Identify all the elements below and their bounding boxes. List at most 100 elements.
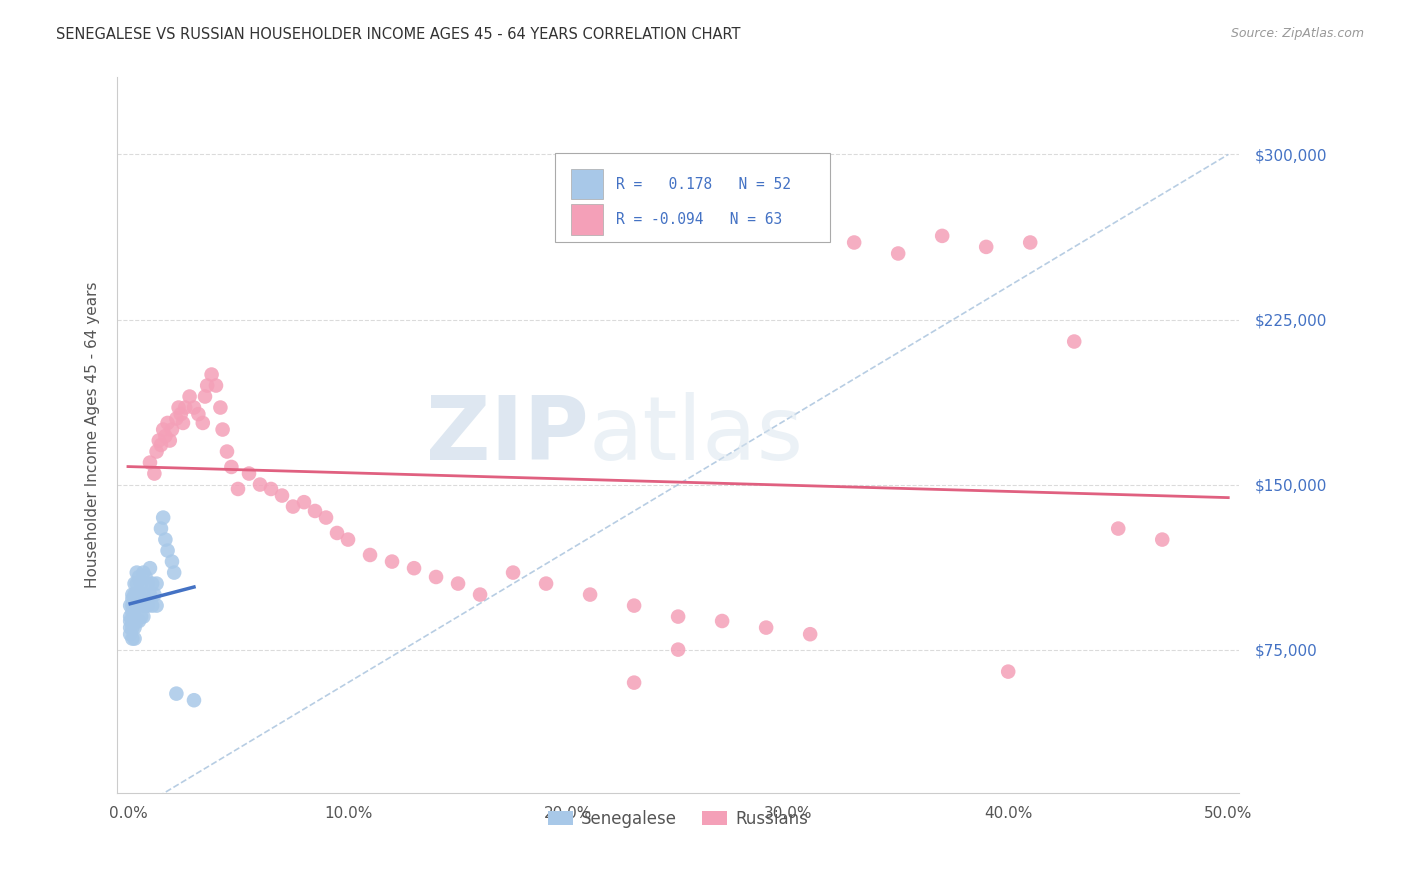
Point <box>205 378 228 392</box>
Point <box>666 642 689 657</box>
Point <box>152 423 174 437</box>
Point <box>337 533 360 547</box>
Point <box>124 621 146 635</box>
Point <box>170 407 193 421</box>
Point <box>128 588 150 602</box>
Point <box>425 570 447 584</box>
Point <box>292 495 315 509</box>
Point <box>121 599 143 613</box>
Point <box>194 390 217 404</box>
Point <box>120 599 142 613</box>
Point <box>155 429 177 443</box>
Point <box>887 246 910 260</box>
Point <box>209 401 232 415</box>
Point <box>183 693 205 707</box>
Point <box>191 416 214 430</box>
Point <box>844 235 866 250</box>
Text: Source: ZipAtlas.com: Source: ZipAtlas.com <box>1230 27 1364 40</box>
Point <box>165 687 187 701</box>
Point <box>145 599 167 613</box>
FancyBboxPatch shape <box>571 169 603 199</box>
Point <box>121 621 143 635</box>
Point <box>128 570 150 584</box>
Point <box>155 533 177 547</box>
Point <box>534 576 557 591</box>
Point <box>143 588 166 602</box>
Point <box>159 434 181 448</box>
Point <box>136 599 159 613</box>
Point <box>226 482 249 496</box>
Point <box>121 632 143 646</box>
Point <box>260 482 283 496</box>
Point <box>238 467 260 481</box>
Point <box>381 555 404 569</box>
Point <box>124 599 146 613</box>
Legend: Senegalese, Russians: Senegalese, Russians <box>541 803 815 834</box>
Point <box>124 576 146 591</box>
Point <box>121 592 143 607</box>
Point <box>128 614 150 628</box>
FancyBboxPatch shape <box>554 153 830 242</box>
Point <box>799 627 821 641</box>
Point <box>200 368 222 382</box>
Point <box>167 401 190 415</box>
Point <box>249 477 271 491</box>
Point <box>132 588 155 602</box>
Text: ZIP: ZIP <box>426 392 588 478</box>
Point <box>447 576 470 591</box>
Point <box>221 459 243 474</box>
Point <box>128 599 150 613</box>
Point <box>120 614 142 628</box>
Point <box>1107 522 1129 536</box>
Point <box>136 576 159 591</box>
Point <box>974 240 997 254</box>
Point <box>402 561 425 575</box>
Point <box>125 566 148 580</box>
FancyBboxPatch shape <box>571 204 603 235</box>
Point <box>121 605 143 619</box>
Point <box>160 555 183 569</box>
Point <box>931 228 953 243</box>
Point <box>120 609 142 624</box>
Point <box>183 401 205 415</box>
Point <box>129 576 152 591</box>
Point <box>623 599 645 613</box>
Point <box>120 621 142 635</box>
Point <box>125 576 148 591</box>
Point <box>179 390 201 404</box>
Point <box>156 416 179 430</box>
Point <box>187 407 209 421</box>
Point <box>121 588 143 602</box>
Point <box>149 522 172 536</box>
Point <box>145 444 167 458</box>
Text: SENEGALESE VS RUSSIAN HOUSEHOLDER INCOME AGES 45 - 64 YEARS CORRELATION CHART: SENEGALESE VS RUSSIAN HOUSEHOLDER INCOME… <box>56 27 741 42</box>
Point <box>211 423 233 437</box>
Point <box>359 548 381 562</box>
Point <box>271 489 294 503</box>
Text: R = -0.094   N = 63: R = -0.094 N = 63 <box>616 212 783 227</box>
Point <box>129 609 152 624</box>
Point <box>156 543 179 558</box>
Point <box>125 599 148 613</box>
Point <box>468 588 491 602</box>
Point <box>132 566 155 580</box>
Point <box>129 592 152 607</box>
Point <box>666 609 689 624</box>
Point <box>315 510 337 524</box>
Point <box>148 434 170 448</box>
Point <box>755 621 778 635</box>
Point <box>149 438 172 452</box>
Point <box>326 526 349 541</box>
Point <box>579 588 602 602</box>
Point <box>304 504 326 518</box>
Point <box>120 627 142 641</box>
Text: atlas: atlas <box>588 392 803 478</box>
Point <box>135 599 157 613</box>
Point <box>172 416 194 430</box>
Point <box>139 456 162 470</box>
Point <box>152 510 174 524</box>
Point <box>174 401 197 415</box>
Point <box>132 609 155 624</box>
Point <box>143 467 166 481</box>
Point <box>160 423 183 437</box>
